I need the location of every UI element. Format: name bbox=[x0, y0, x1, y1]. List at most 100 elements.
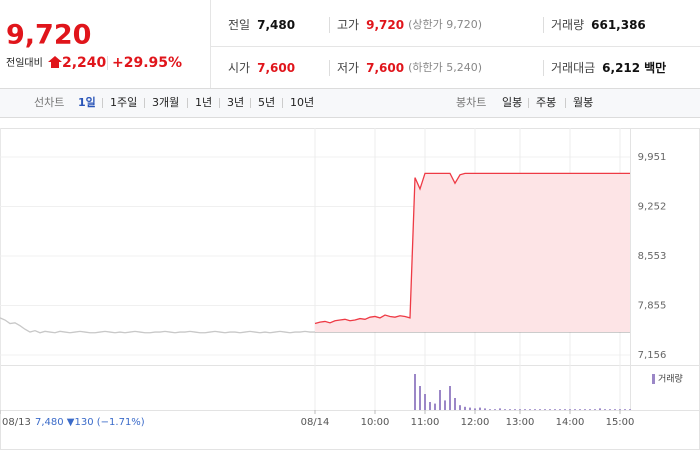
x-tick-label: 08/13 bbox=[2, 417, 31, 428]
tab-label: 봉차트 bbox=[456, 96, 486, 109]
volume-bar bbox=[564, 409, 566, 410]
stat-unit: 백만 bbox=[644, 60, 666, 75]
x-tick-label: 15:00 bbox=[606, 417, 635, 428]
period-tab[interactable]: 1일 bbox=[78, 95, 96, 109]
y-tick-label: 8,553 bbox=[638, 251, 667, 262]
stat-value: 7,480 bbox=[257, 18, 295, 32]
x-tick-label: 13:00 bbox=[506, 417, 535, 428]
stat-label: 시가 bbox=[228, 61, 250, 75]
volume-bar bbox=[424, 394, 426, 410]
volume-bar bbox=[594, 409, 596, 410]
legend-label: 거래량 bbox=[658, 373, 683, 385]
period-tab[interactable]: 월봉 bbox=[573, 96, 593, 109]
stat: 전일 7,480 bbox=[228, 18, 295, 32]
volume-bar bbox=[419, 386, 421, 410]
volume-bar bbox=[439, 390, 441, 410]
period-tab[interactable]: 1년 bbox=[195, 96, 212, 109]
change-label: 전일대비 bbox=[6, 57, 43, 69]
y-tick-label: 7,156 bbox=[638, 350, 667, 361]
legend-swatch bbox=[652, 374, 655, 384]
stat: 거래량 661,386 bbox=[551, 18, 646, 32]
volume-bar bbox=[509, 409, 511, 410]
change: 2,240 bbox=[62, 55, 107, 71]
volume-bar bbox=[629, 409, 631, 410]
volume-bar bbox=[514, 409, 516, 410]
x-tick-label: 11:00 bbox=[411, 417, 440, 428]
stat-label: 거래대금 bbox=[551, 61, 595, 75]
stat: 시가 7,600 bbox=[228, 61, 295, 75]
x-tick-label: 14:00 bbox=[556, 417, 585, 428]
period-tab[interactable]: 주봉 bbox=[536, 96, 556, 109]
volume-bar bbox=[589, 409, 591, 410]
volume-bar bbox=[464, 406, 466, 410]
period-tab[interactable]: 3개월 bbox=[152, 96, 179, 109]
stat-value: 9,720 bbox=[366, 18, 404, 32]
volume-bar bbox=[614, 409, 616, 410]
x-tick-label: 10:00 bbox=[361, 417, 390, 428]
volume-bar bbox=[469, 407, 471, 410]
stat-note: (상한가 9,720) bbox=[408, 18, 482, 31]
stat-note: (하한가 5,240) bbox=[408, 60, 482, 74]
volume-bar bbox=[554, 409, 556, 410]
volume-bar bbox=[414, 374, 416, 410]
volume-bar bbox=[504, 409, 506, 410]
tab-label: 선차트 bbox=[34, 96, 64, 109]
volume-bar bbox=[484, 408, 486, 410]
period-tab[interactable]: 5년 bbox=[258, 96, 275, 109]
header-bg bbox=[0, 0, 700, 88]
stat-label: 거래량 bbox=[551, 18, 584, 32]
y-tick-label: 9,951 bbox=[638, 152, 667, 163]
volume-bar bbox=[449, 386, 451, 410]
volume-bar bbox=[479, 407, 481, 410]
volume-bar bbox=[454, 398, 456, 410]
volume-bar bbox=[459, 405, 461, 410]
area-fill bbox=[315, 173, 630, 333]
prev-day-label: 7,480 ▼130 (−1.71%) bbox=[35, 417, 145, 428]
up-icon bbox=[48, 56, 62, 68]
volume-bar bbox=[559, 409, 561, 410]
volume-bar bbox=[429, 402, 431, 410]
stat-value: 7,600 bbox=[366, 61, 404, 75]
volume-bar bbox=[574, 409, 576, 410]
volume-bar bbox=[494, 409, 496, 410]
volume-bar bbox=[539, 409, 541, 410]
stat: 고가 9,720 (상한가 9,720) bbox=[337, 18, 482, 32]
volume-bar bbox=[619, 409, 621, 410]
stat-label: 고가 bbox=[337, 18, 359, 32]
volume-bar bbox=[609, 409, 611, 410]
price: 9,720 bbox=[6, 20, 91, 51]
volume-bar bbox=[569, 409, 571, 410]
tab-bar bbox=[0, 88, 700, 118]
volume-bar bbox=[534, 409, 536, 410]
stat-value: 7,600 bbox=[257, 61, 295, 75]
period-tab[interactable]: 일봉 bbox=[502, 95, 522, 109]
volume-bar bbox=[524, 409, 526, 410]
volume-bar bbox=[434, 403, 436, 410]
price-line bbox=[314, 172, 630, 325]
volume-bar bbox=[624, 409, 626, 410]
stat: 저가 7,600 (하한가 5,240) bbox=[337, 60, 482, 75]
stat-label: 저가 bbox=[337, 61, 359, 75]
change-pct: +29.95% bbox=[112, 55, 182, 71]
y-tick-label: 9,252 bbox=[638, 202, 667, 213]
x-tick-label: 08/14 bbox=[301, 417, 330, 428]
period-tab[interactable]: 3년 bbox=[227, 96, 244, 109]
period-tab[interactable]: 1주일 bbox=[110, 95, 137, 109]
volume-bar bbox=[474, 408, 476, 410]
x-tick-label: 12:00 bbox=[461, 417, 490, 428]
stat: 거래대금 6,212 백만 bbox=[551, 60, 666, 75]
volume-bar bbox=[604, 409, 606, 410]
volume-bar bbox=[499, 408, 501, 410]
y-tick-label: 7,855 bbox=[638, 300, 667, 311]
price-line bbox=[0, 317, 315, 334]
stat-label: 전일 bbox=[228, 18, 250, 32]
period-tab[interactable]: 10년 bbox=[290, 96, 314, 109]
volume-bar bbox=[544, 409, 546, 410]
volume-bar bbox=[489, 409, 491, 410]
stat-value: 6,212 bbox=[602, 61, 640, 75]
volume-bar bbox=[519, 409, 521, 410]
volume-bar bbox=[579, 409, 581, 410]
volume-bar bbox=[599, 408, 601, 410]
volume-bar bbox=[584, 409, 586, 410]
volume-bar bbox=[549, 409, 551, 410]
